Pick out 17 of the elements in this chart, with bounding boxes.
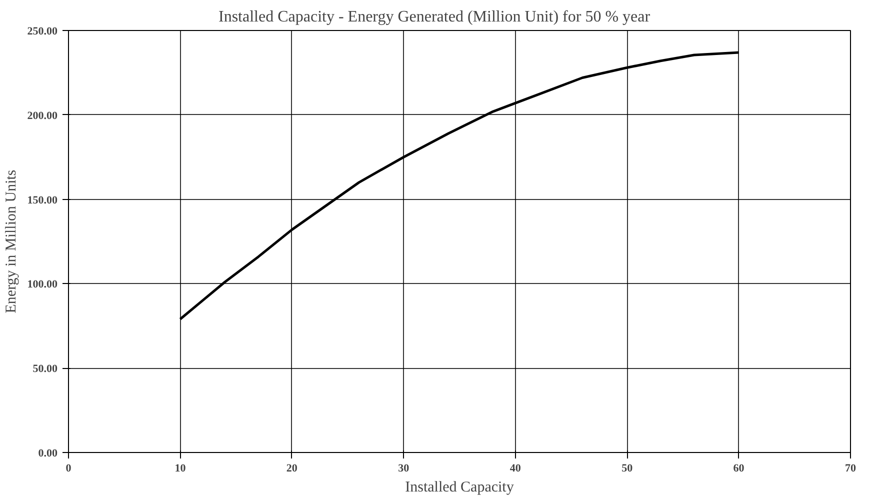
x-tick-label: 40 bbox=[510, 462, 522, 474]
chart-title: Installed Capacity - Energy Generated (Million Unit) for 50 % year bbox=[218, 8, 651, 26]
x-tick-label: 30 bbox=[398, 462, 410, 474]
y-tick-label: 50.00 bbox=[32, 363, 58, 376]
y-tick-label: 100.00 bbox=[27, 278, 58, 291]
x-tick-label: 70 bbox=[845, 462, 856, 474]
x-tick-label: 50 bbox=[622, 462, 634, 474]
x-tick-label: 60 bbox=[733, 462, 745, 474]
x-tick-label: 0 bbox=[66, 462, 72, 474]
x-tick-label: 10 bbox=[174, 462, 186, 474]
y-axis-title: Energy in Million Units bbox=[3, 170, 20, 314]
y-tick-label: 200.00 bbox=[27, 110, 58, 122]
y-tick-label: 250.00 bbox=[27, 26, 58, 38]
y-tick-label: 150.00 bbox=[27, 194, 58, 206]
x-tick-label: 20 bbox=[286, 462, 298, 474]
x-axis-title: Installed Capacity bbox=[405, 480, 514, 496]
y-tick-label: 0.00 bbox=[38, 448, 58, 460]
